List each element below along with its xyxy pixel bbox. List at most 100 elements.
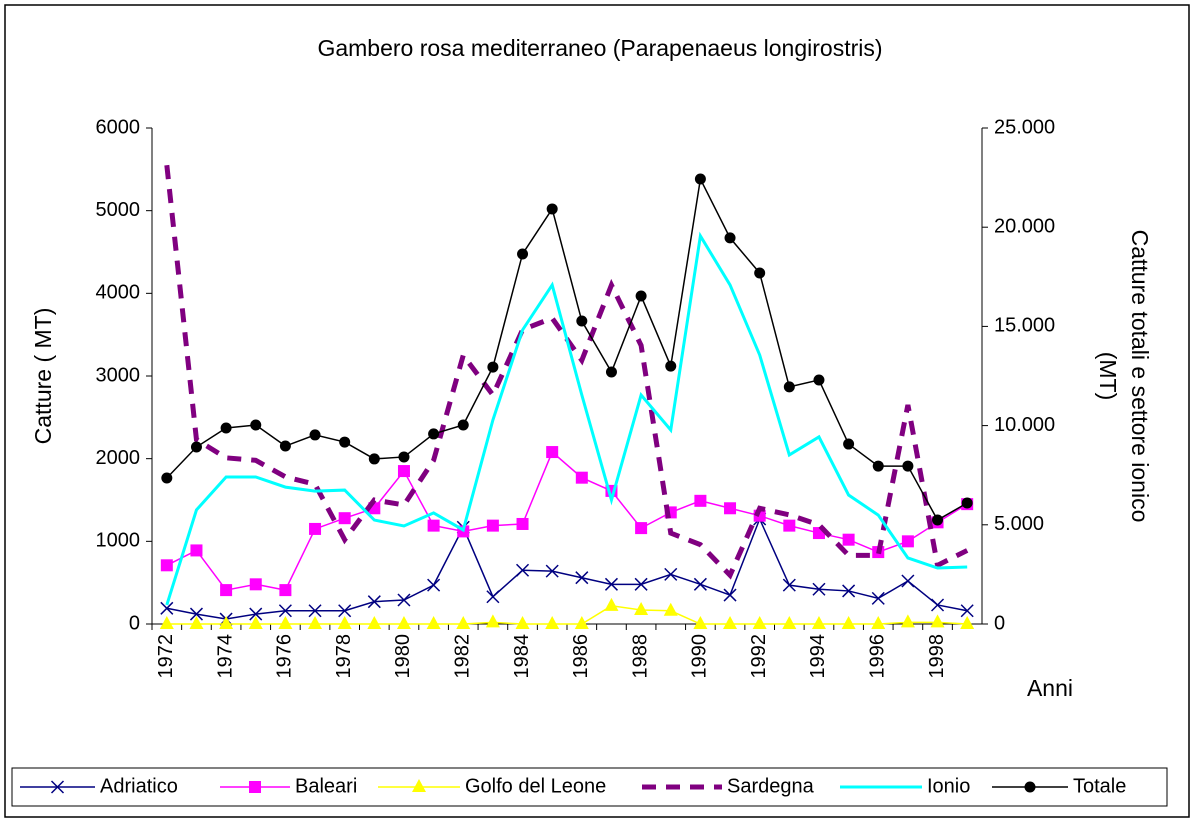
marker [694, 173, 706, 185]
x-tick-label: 1998 [926, 634, 948, 679]
marker [635, 522, 648, 535]
marker [841, 616, 856, 629]
marker [576, 315, 588, 327]
marker [693, 616, 708, 629]
marker [159, 616, 174, 629]
marker [931, 598, 945, 612]
y-tick-label: 2000 [96, 447, 141, 469]
chart-frame [4, 4, 1190, 818]
x-tick-label: 1980 [392, 634, 414, 679]
series-line [166, 605, 968, 625]
y2-tick-label: 20.000 [994, 215, 1055, 237]
marker [783, 381, 795, 393]
series-line [166, 450, 968, 591]
legend-marker [50, 780, 65, 794]
marker [575, 471, 588, 484]
y2-tick-label: 25.000 [994, 116, 1055, 138]
x-tick-label: 1984 [511, 634, 533, 679]
marker [635, 290, 647, 302]
y2-axis-label: (MT) [1095, 352, 1121, 401]
legend [11, 767, 1168, 807]
marker [901, 574, 915, 588]
marker [546, 203, 558, 215]
marker [189, 616, 204, 629]
y2-tick-label: 15.000 [994, 315, 1055, 337]
marker [485, 614, 500, 628]
legend-label: Totale [1073, 775, 1126, 797]
marker [428, 428, 440, 440]
marker [367, 595, 381, 609]
marker [308, 604, 322, 618]
marker [397, 593, 411, 607]
marker [932, 514, 944, 526]
marker [248, 616, 263, 629]
y-tick-label: 1000 [96, 530, 141, 552]
marker [545, 564, 559, 578]
marker [723, 588, 737, 602]
marker [871, 616, 886, 629]
marker [634, 601, 649, 615]
marker [517, 248, 529, 260]
y-tick-label: 5000 [96, 199, 141, 221]
legend-marker [249, 781, 261, 793]
marker [783, 519, 796, 532]
x-tick-label: 1986 [570, 634, 592, 679]
marker [752, 616, 767, 629]
marker [309, 522, 322, 535]
marker [574, 616, 589, 629]
marker [487, 361, 499, 373]
marker [812, 582, 826, 596]
marker [871, 591, 885, 605]
x-tick-label: 1972 [155, 634, 177, 679]
marker [842, 533, 855, 546]
marker [665, 360, 677, 372]
marker [190, 441, 202, 453]
x-tick-label: 1978 [333, 634, 355, 679]
marker [426, 616, 441, 629]
marker [724, 502, 737, 515]
y2-axis-label: Catture totali e settore ionico [1127, 230, 1153, 523]
x-tick-label: 1996 [867, 634, 889, 679]
marker [219, 616, 234, 629]
marker [486, 519, 499, 532]
marker [694, 494, 707, 507]
marker [545, 616, 560, 629]
marker [516, 517, 529, 530]
marker [960, 604, 974, 618]
marker [902, 460, 914, 472]
series-line [166, 517, 968, 620]
marker [604, 577, 618, 591]
marker [782, 616, 797, 629]
y2-tick-label: 5.000 [994, 513, 1044, 535]
marker [279, 584, 292, 597]
y-axis-label: Catture ( MT) [30, 308, 56, 445]
marker [813, 374, 825, 386]
legend-label: Sardegna [727, 775, 815, 797]
x-tick-label: 1990 [689, 634, 711, 679]
y-tick-label: 6000 [96, 116, 141, 138]
marker [724, 232, 736, 244]
marker [338, 512, 351, 525]
marker [279, 440, 291, 452]
marker [339, 436, 351, 448]
marker [397, 465, 410, 478]
marker [338, 604, 352, 618]
marker [427, 578, 441, 592]
marker [278, 604, 292, 618]
marker [396, 616, 411, 629]
y-tick-label: 3000 [96, 364, 141, 386]
x-tick-label: 1988 [629, 634, 651, 679]
marker [843, 438, 855, 450]
marker [220, 422, 232, 434]
marker [516, 563, 530, 577]
marker [842, 584, 856, 598]
x-tick-label: 1992 [748, 634, 770, 679]
marker [189, 607, 203, 621]
marker [634, 577, 648, 591]
marker [368, 453, 380, 465]
marker [398, 451, 410, 463]
marker [723, 616, 738, 629]
marker [427, 519, 440, 532]
y-tick-label: 4000 [96, 282, 141, 304]
